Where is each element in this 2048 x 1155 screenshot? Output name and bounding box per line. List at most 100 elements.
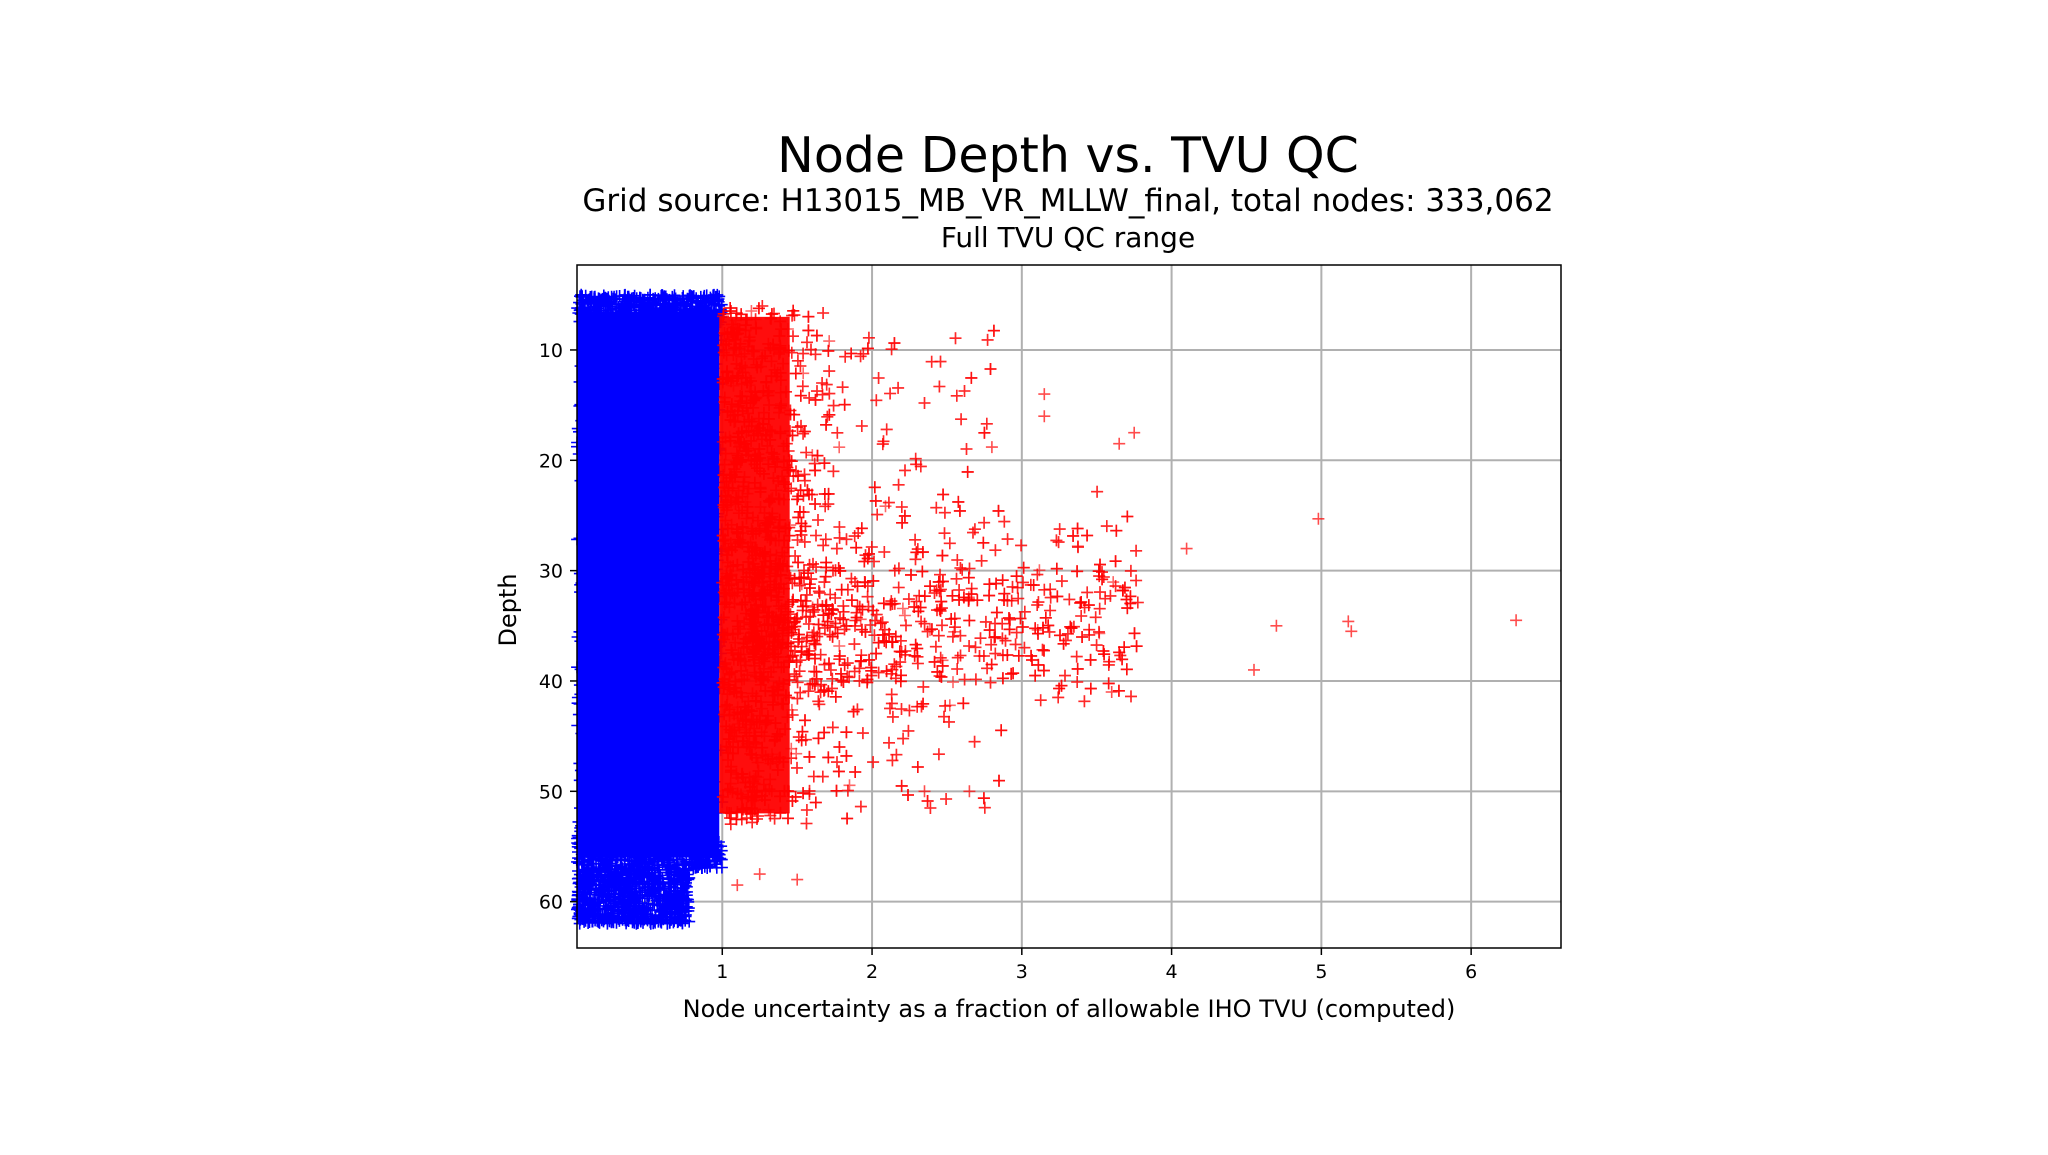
- blue-point: [660, 738, 673, 750]
- blue-point: [588, 468, 601, 480]
- blue-point: [620, 479, 633, 492]
- blue-point: [620, 604, 633, 617]
- blue-point: [618, 499, 631, 512]
- blue-point: [644, 630, 657, 643]
- blue-point: [645, 421, 658, 434]
- blue-point: [673, 324, 685, 337]
- blue-point: [592, 372, 605, 385]
- blue-point: [637, 569, 650, 582]
- blue-point: [596, 755, 608, 768]
- blue-point: [709, 775, 721, 788]
- blue-point: [612, 326, 625, 339]
- blue-point: [579, 325, 591, 338]
- blue-point: [706, 338, 719, 351]
- blue-point: [593, 714, 606, 727]
- blue-point: [582, 817, 594, 829]
- blue-point: [706, 698, 719, 711]
- blue-point: [631, 433, 644, 446]
- blue-point: [670, 785, 683, 798]
- blue-point: [582, 780, 594, 793]
- blue-point: [689, 705, 702, 718]
- blue-point: [663, 429, 675, 442]
- blue-point: [637, 739, 650, 752]
- blue-point: [594, 492, 607, 505]
- blue-point: [666, 803, 679, 816]
- blue-point: [592, 386, 605, 399]
- blue-point: [684, 366, 697, 379]
- blue-point: [695, 647, 707, 660]
- blue-point: [656, 474, 669, 487]
- blue-point: [690, 489, 703, 502]
- blue-point: [701, 578, 713, 591]
- blue-point: [595, 775, 608, 788]
- blue-point: [596, 511, 609, 524]
- blue-point: [617, 436, 630, 449]
- blue-point: [605, 601, 618, 614]
- blue-point: [581, 644, 594, 656]
- blue-point: [677, 636, 690, 649]
- blue-point: [608, 510, 621, 523]
- blue-point: [715, 840, 728, 853]
- blue-point: [701, 762, 714, 775]
- blue-point: [615, 556, 628, 569]
- blue-point: [698, 516, 710, 528]
- blue-point: [701, 604, 714, 617]
- blue-point: [652, 540, 665, 552]
- blue-point: [658, 605, 671, 618]
- blue-point: [642, 427, 655, 439]
- blue-point: [688, 376, 701, 389]
- blue-point: [631, 659, 644, 672]
- blue-point: [678, 661, 691, 673]
- blue-point: [628, 331, 641, 344]
- blue-point: [585, 358, 598, 371]
- chart-subtitle: Grid source: H13015_MB_VR_MLLW_final, to…: [582, 183, 1553, 219]
- blue-point: [670, 736, 683, 749]
- blue-point: [596, 393, 609, 406]
- blue-point: [609, 591, 622, 604]
- blue-point: [623, 626, 636, 639]
- blue-point: [615, 621, 628, 634]
- blue-point: [665, 661, 678, 674]
- blue-point: [621, 669, 634, 682]
- blue-point: [657, 522, 670, 535]
- blue-point: [625, 572, 638, 585]
- blue-point: [677, 348, 690, 361]
- blue-point: [625, 468, 638, 481]
- blue-point: [649, 326, 662, 339]
- blue-point: [623, 782, 636, 795]
- blue-point: [598, 345, 611, 358]
- blue-point: [670, 396, 682, 409]
- blue-point: [606, 411, 619, 424]
- blue-point: [654, 488, 667, 501]
- blue-point: [601, 391, 614, 404]
- blue-point: [583, 339, 596, 352]
- blue-point: [628, 444, 641, 457]
- blue-point: [573, 567, 586, 580]
- blue-point: [613, 654, 626, 667]
- blue-point: [610, 586, 623, 599]
- blue-point: [583, 385, 596, 398]
- blue-point: [578, 667, 591, 680]
- blue-point: [671, 536, 684, 549]
- blue-point: [611, 463, 624, 476]
- blue-point: [672, 362, 685, 375]
- blue-point: [692, 727, 705, 740]
- blue-point: [578, 657, 590, 670]
- blue-point: [606, 647, 619, 660]
- blue-point: [703, 446, 716, 459]
- blue-point: [581, 665, 594, 678]
- blue-point: [636, 516, 649, 529]
- blue-point: [676, 693, 689, 706]
- blue-point: [663, 410, 676, 423]
- blue-point: [670, 765, 683, 778]
- blue-point: [640, 702, 653, 715]
- blue-point: [571, 422, 584, 435]
- blue-point: [640, 387, 653, 400]
- blue-point: [657, 380, 670, 392]
- blue-point: [601, 644, 614, 657]
- blue-point: [633, 785, 646, 798]
- blue-point: [655, 665, 668, 678]
- blue-point: [608, 697, 621, 710]
- blue-point: [636, 667, 649, 680]
- blue-point: [695, 753, 708, 766]
